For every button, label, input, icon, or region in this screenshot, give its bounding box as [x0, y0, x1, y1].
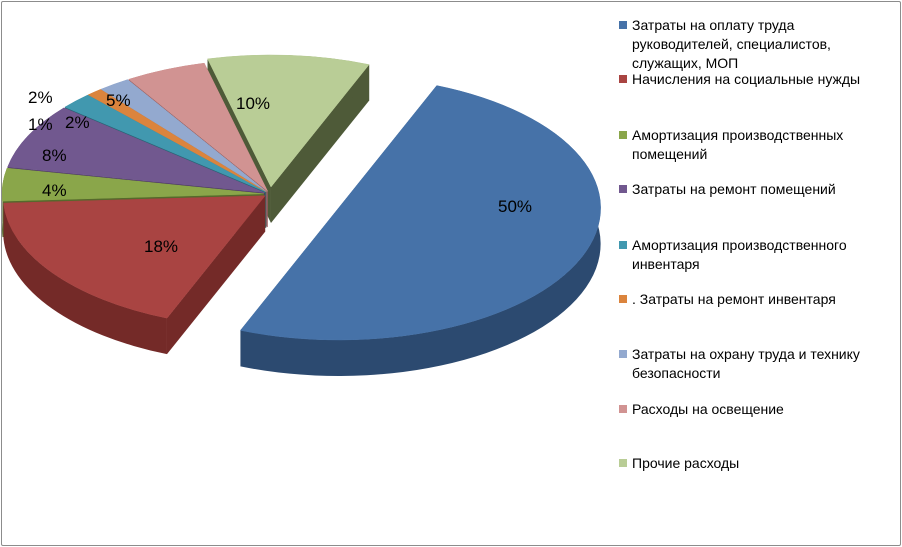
legend-swatch	[619, 21, 627, 29]
pie-chart-plot: 50% 18% 4% 8% 2% 1% 2% 5% 10%	[2, 54, 601, 376]
legend-label: Затраты на охрану труда и технику безопа…	[632, 346, 860, 381]
pie-slice-4[interactable]	[7, 107, 265, 193]
legend-label: Прочие расходы	[632, 455, 740, 471]
legend-label: Затраты на оплату труда руководителей, с…	[632, 17, 831, 71]
legend-swatch	[619, 131, 627, 139]
legend-swatch	[619, 75, 627, 83]
pie-slice-7[interactable]	[100, 79, 267, 192]
legend: Затраты на оплату труда руководителей, с…	[619, 2, 899, 547]
pie-slice-2[interactable]	[3, 195, 266, 319]
legend-label: Начисления на социальные нужды	[632, 71, 861, 87]
data-label-9: 10%	[236, 94, 270, 113]
pie-slice-side-9	[270, 64, 370, 223]
data-label-1: 50%	[498, 197, 532, 216]
legend-swatch	[619, 185, 627, 193]
legend-swatch	[619, 459, 627, 467]
pie-slice-rim-2	[3, 203, 167, 355]
data-label-5: 2%	[65, 113, 90, 132]
legend-swatch	[619, 295, 627, 303]
pie-slice-6[interactable]	[87, 89, 267, 192]
legend-label: . Затраты на ремонт инвентаря	[632, 291, 836, 307]
data-label-6: 1%	[28, 115, 53, 134]
pie-slice-rim-1	[240, 85, 601, 376]
legend-label: Амортизация производственных помещений	[632, 127, 844, 162]
pie-slice-1[interactable]	[240, 85, 601, 341]
data-label-4: 8%	[42, 146, 67, 165]
legend-swatch	[619, 405, 627, 413]
data-label-8: 5%	[106, 91, 131, 110]
legend-swatch	[619, 241, 627, 249]
data-label-3: 4%	[42, 181, 67, 200]
legend-label: Затраты на ремонт помещений	[632, 181, 836, 197]
pie-slice-side-2	[166, 195, 266, 355]
pie-slice-3[interactable]	[2, 167, 265, 202]
data-label-7: 2%	[28, 88, 53, 107]
legend-label: Амортизация производственного инвентаря	[632, 237, 847, 272]
legend-label: Расходы на освещение	[632, 401, 784, 417]
legend-swatch	[619, 350, 627, 358]
pie-slice-8[interactable]	[128, 62, 268, 192]
data-label-2: 18%	[144, 237, 178, 256]
pie-slice-9[interactable]	[207, 54, 370, 188]
pie-slice-5[interactable]	[64, 94, 266, 193]
